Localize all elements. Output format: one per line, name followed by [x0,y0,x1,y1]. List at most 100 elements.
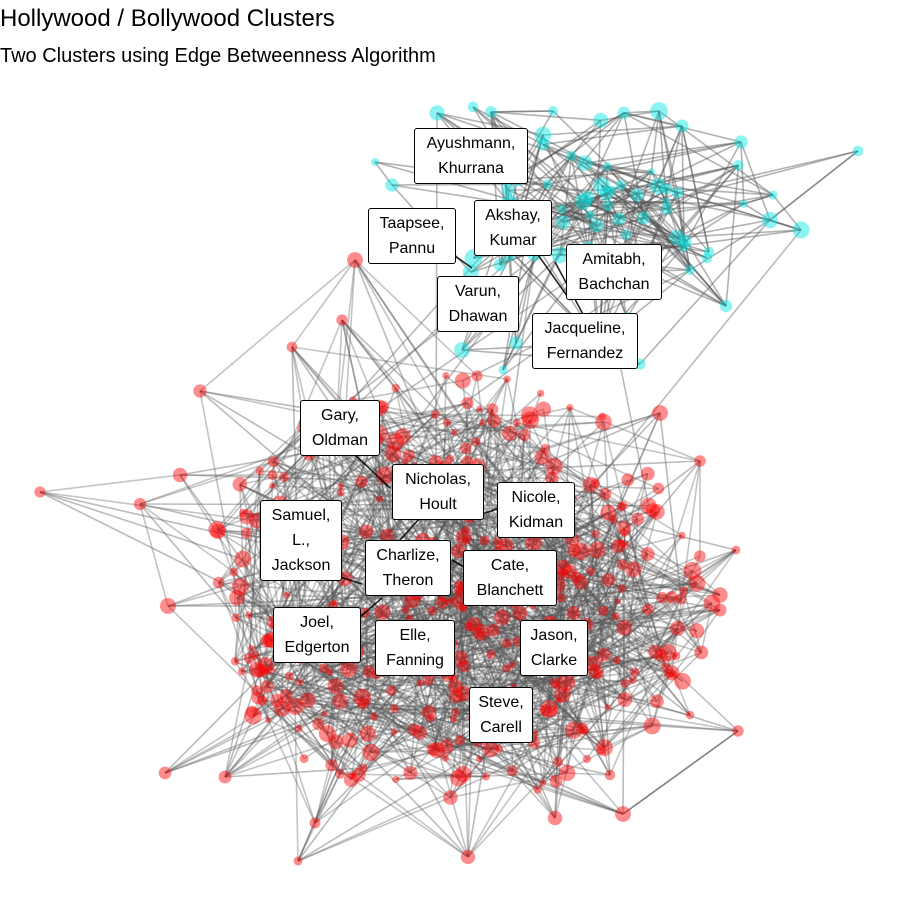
hollywood-node [590,478,600,488]
network-edge [401,588,560,701]
hollywood-node [454,372,471,389]
network-edge [575,576,625,629]
network-edge [543,208,597,227]
network-edge [539,526,677,657]
hollywood-node [451,544,466,559]
network-edge [569,570,684,592]
network-edge [661,549,737,599]
hollywood-node [596,739,613,757]
hollywood-node [294,724,303,733]
network-edge [543,200,667,210]
hollywood-node [362,665,376,678]
network-edge [743,194,774,205]
bridge-edge [508,252,536,434]
hollywood-node [497,538,514,554]
bollywood-node [551,246,569,264]
network-edge [676,192,691,271]
network-edge [443,375,447,469]
network-edge [479,758,624,815]
hollywood-node [260,634,274,648]
hollywood-node [588,664,603,679]
hollywood-node [427,606,437,616]
network-edge [597,673,626,701]
hollywood-node [471,370,483,382]
bollywood-node [485,106,497,118]
hollywood-node [283,591,290,599]
hollywood-node [247,644,255,652]
network-edge [569,407,649,610]
network-edge [618,188,668,220]
hollywood-node [407,723,420,736]
network-edge [622,730,739,815]
node-label-steve-carell: Steve, Carell [469,687,533,743]
hollywood-node [464,621,474,632]
hollywood-node [386,432,405,451]
hollywood-node [390,728,398,736]
network-edge [297,731,395,862]
network-edge [294,705,513,772]
hollywood-node [461,525,471,534]
network-edge [585,570,693,626]
network-edge [139,438,322,505]
network-edge [572,412,661,614]
network-edge [566,519,615,636]
network-edge [139,460,274,505]
network-edge [567,602,713,637]
hollywood-node [158,766,172,780]
network-edge [691,570,721,596]
network-edge [639,219,771,365]
hollywood-node [604,704,611,711]
network-edge [490,111,601,122]
hollywood-node [210,523,226,540]
hollywood-node [359,725,376,742]
hollywood-node [454,587,462,596]
network-edge [370,642,508,754]
network-edge [479,408,659,490]
network-edge [642,125,683,219]
hollywood-node [643,717,661,735]
hollywood-node [573,574,589,590]
network-edge [490,553,649,656]
network-edge [395,772,568,781]
network-edge [445,374,555,467]
hollywood-node [312,717,325,731]
network-edge [586,609,721,626]
hollywood-node [253,663,267,678]
hollywood-node [620,528,629,537]
hollywood-node [616,539,625,547]
hollywood-node [218,770,232,784]
network-edge [251,639,274,650]
hollywood-node [616,559,628,570]
network-edge [666,192,679,210]
network-edge [543,125,683,146]
network-edge [218,581,413,601]
network-edge [164,696,363,774]
network-edge [541,456,606,495]
network-edge [618,200,667,220]
hollywood-node [501,425,518,442]
node-label-samuel-l-jackson: Samuel, L., Jackson [260,500,342,581]
hollywood-node [318,663,329,674]
network-edge [354,259,478,377]
hollywood-node [566,404,574,412]
hollywood-node [652,405,668,421]
hollywood-node [284,671,294,681]
network-edge [506,526,698,632]
network-edge [224,713,325,778]
hollywood-node [392,775,400,784]
hollywood-node [300,692,316,708]
hollywood-node [375,495,384,503]
hollywood-node [629,667,640,677]
hollywood-node [442,418,452,427]
network-edge [39,491,243,560]
hollywood-node [267,470,278,481]
network-edge [667,188,802,231]
network-edge [596,549,618,661]
network-edge [572,483,597,614]
network-edge [665,201,710,253]
network-edge [331,481,363,607]
network-edge [457,584,465,667]
network-edge [654,555,701,653]
network-edge [276,601,449,702]
hollywood-node [520,406,539,425]
